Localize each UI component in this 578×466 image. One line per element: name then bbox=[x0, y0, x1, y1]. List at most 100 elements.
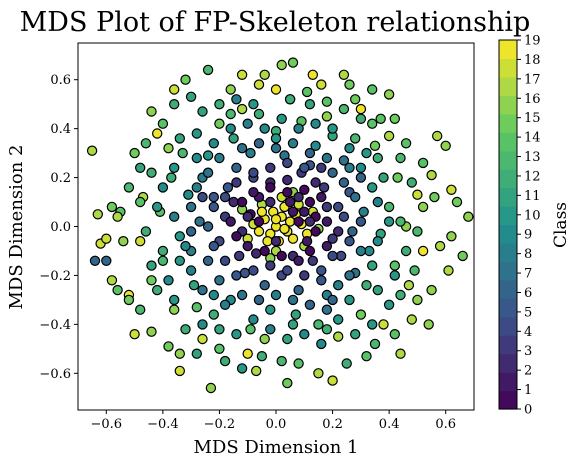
data-point-281 bbox=[219, 255, 231, 266]
colorbar-tick-label: 16 bbox=[524, 92, 541, 107]
x-tick-label: −0.2 bbox=[204, 417, 236, 432]
data-point-288 bbox=[265, 162, 276, 173]
data-point-67 bbox=[231, 162, 242, 173]
data-point-236 bbox=[310, 118, 321, 129]
data-point-245 bbox=[344, 270, 355, 281]
data-point-283 bbox=[202, 221, 214, 232]
data-point-157 bbox=[369, 338, 381, 350]
data-point-32 bbox=[293, 216, 304, 227]
data-point-344 bbox=[282, 377, 293, 389]
data-point-65 bbox=[202, 255, 214, 266]
colorbar-band bbox=[499, 76, 517, 96]
colorbar-tick-label: 15 bbox=[524, 111, 541, 126]
data-point-234 bbox=[276, 113, 287, 125]
data-point-256 bbox=[185, 265, 197, 276]
data-point-229 bbox=[191, 128, 202, 139]
data-point-114 bbox=[259, 333, 270, 345]
data-point-356 bbox=[191, 152, 202, 164]
data-point-29 bbox=[256, 206, 268, 217]
x-tick-label: 0.2 bbox=[322, 417, 343, 432]
data-point-94 bbox=[372, 152, 383, 164]
data-point-296 bbox=[293, 255, 304, 266]
data-point-178 bbox=[89, 255, 101, 266]
data-point-337 bbox=[307, 69, 318, 81]
data-point-232 bbox=[242, 118, 253, 129]
data-point-323 bbox=[146, 167, 157, 178]
data-point-188 bbox=[185, 91, 197, 103]
data-point-327 bbox=[118, 235, 129, 247]
data-point-284 bbox=[208, 201, 219, 213]
colorbar-band bbox=[499, 58, 517, 78]
x-axis-label: MDS Dimension 1 bbox=[193, 437, 358, 458]
data-point-176 bbox=[101, 255, 112, 266]
data-point-261 bbox=[202, 167, 214, 178]
data-point-153 bbox=[426, 284, 437, 296]
data-point-187 bbox=[168, 98, 180, 110]
data-point-92 bbox=[228, 133, 239, 144]
data-point-201 bbox=[406, 177, 417, 188]
data-point-346 bbox=[395, 216, 406, 227]
data-point-144 bbox=[253, 79, 265, 90]
data-point-183 bbox=[134, 162, 146, 173]
data-point-321 bbox=[163, 275, 174, 286]
data-point-113 bbox=[369, 140, 381, 151]
data-point-143 bbox=[180, 74, 191, 85]
data-point-90 bbox=[188, 280, 200, 291]
data-point-303 bbox=[248, 186, 259, 198]
data-point-231 bbox=[225, 123, 236, 134]
data-point-154 bbox=[406, 314, 417, 325]
data-point-354 bbox=[389, 113, 400, 125]
data-point-64 bbox=[347, 226, 358, 237]
data-point-286 bbox=[231, 177, 242, 188]
data-point-342 bbox=[168, 84, 180, 95]
colorbar-band bbox=[499, 95, 517, 115]
data-point-244 bbox=[355, 245, 367, 257]
data-point-228 bbox=[174, 133, 185, 144]
data-point-331 bbox=[92, 209, 104, 220]
colorbar-tick-label: 7 bbox=[524, 267, 532, 282]
data-point-348 bbox=[287, 319, 299, 330]
data-point-87 bbox=[344, 294, 355, 306]
data-point-34 bbox=[316, 191, 327, 203]
colorbar-band bbox=[499, 261, 517, 281]
data-point-137 bbox=[287, 57, 299, 68]
x-tick-label: 0.6 bbox=[435, 417, 456, 432]
x-tick-label: 0.4 bbox=[379, 417, 400, 432]
data-point-119 bbox=[403, 280, 415, 291]
colorbar-tick-label: 3 bbox=[524, 344, 532, 359]
colorbar-tick-label: 17 bbox=[524, 72, 541, 87]
data-point-130 bbox=[417, 245, 429, 257]
data-point-302 bbox=[236, 196, 248, 208]
data-point-338 bbox=[236, 69, 248, 81]
data-point-358 bbox=[372, 284, 383, 296]
data-point-233 bbox=[259, 123, 270, 134]
data-point-240 bbox=[378, 172, 389, 183]
data-point-259 bbox=[185, 201, 197, 213]
data-point-182 bbox=[123, 182, 135, 193]
data-point-171 bbox=[146, 326, 157, 337]
data-point-39 bbox=[321, 216, 333, 227]
data-point-330 bbox=[101, 233, 112, 244]
data-point-62 bbox=[208, 191, 219, 203]
data-point-249 bbox=[287, 294, 299, 306]
data-point-70 bbox=[194, 216, 205, 227]
data-point-285 bbox=[219, 191, 231, 203]
data-point-270 bbox=[350, 191, 361, 203]
data-point-174 bbox=[112, 284, 123, 296]
colorbar-band bbox=[499, 187, 517, 207]
data-point-66 bbox=[327, 167, 338, 178]
data-point-235 bbox=[293, 123, 304, 134]
data-point-172 bbox=[134, 304, 146, 315]
data-point-169 bbox=[174, 365, 185, 377]
colorbar-tick-label: 12 bbox=[524, 169, 541, 184]
data-point-167 bbox=[205, 382, 217, 394]
data-point-294 bbox=[321, 240, 333, 252]
data-point-152 bbox=[443, 265, 454, 276]
data-point-200 bbox=[395, 152, 406, 164]
data-point-43 bbox=[251, 248, 262, 259]
data-point-339 bbox=[383, 89, 395, 100]
data-point-223 bbox=[146, 260, 157, 271]
colorbar-tick-label: 4 bbox=[524, 325, 532, 340]
data-point-340 bbox=[112, 211, 123, 222]
data-point-44 bbox=[327, 233, 338, 244]
